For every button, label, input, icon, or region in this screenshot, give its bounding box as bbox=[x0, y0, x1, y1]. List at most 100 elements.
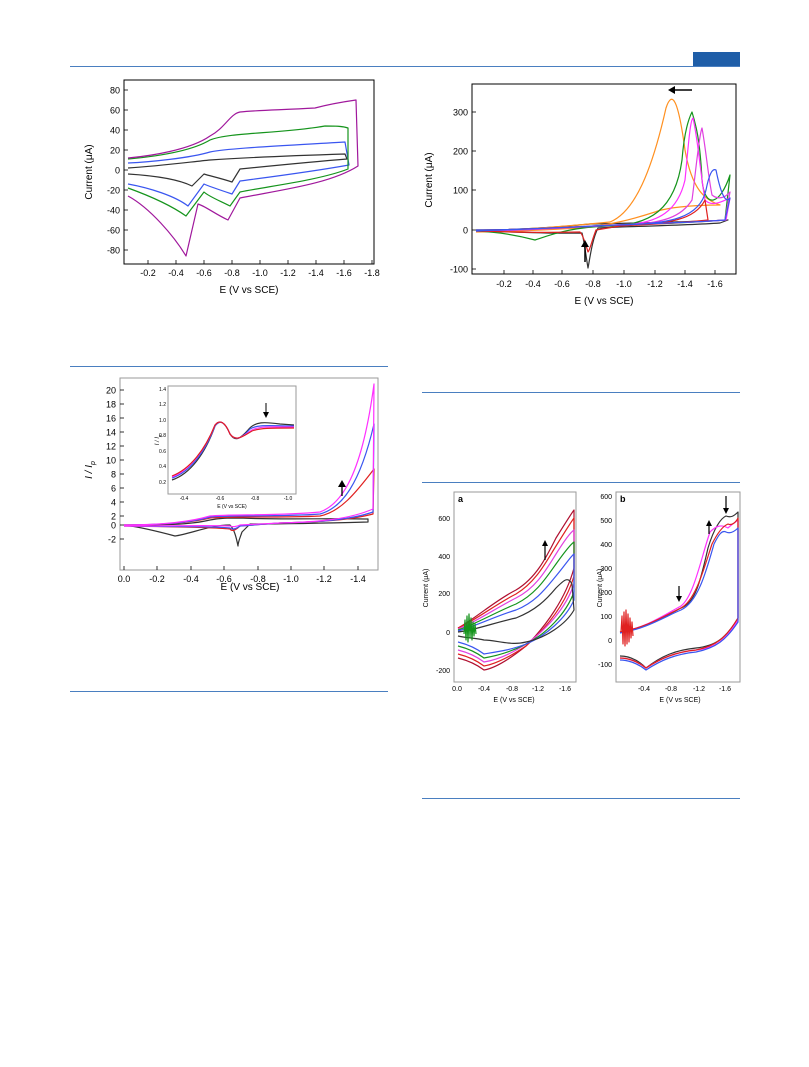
fig3-ytick: 14 bbox=[106, 428, 116, 438]
fig4a-ytick: 0 bbox=[446, 630, 450, 637]
fig3-inset-xtick: -0.4 bbox=[180, 496, 189, 502]
fig3-ytick: -2 bbox=[108, 535, 116, 545]
fig3-ytick: 2 bbox=[111, 512, 116, 522]
fig3-ytick: 10 bbox=[106, 456, 116, 466]
header-tab bbox=[693, 52, 740, 66]
fig4a-y-axis-label: Current (μA) bbox=[423, 569, 430, 608]
fig4b-arrow-down-icon-right bbox=[723, 496, 729, 514]
fig2-curve-black bbox=[475, 219, 729, 269]
fig2-curves bbox=[475, 98, 731, 269]
fig4b-ytick: 500 bbox=[600, 518, 612, 525]
fig4b-xtick: -0.8 bbox=[665, 686, 677, 693]
fig1-xtick: -1.4 bbox=[308, 268, 324, 278]
fig3-ytick: 12 bbox=[106, 442, 116, 452]
fig4a-curve-green bbox=[457, 541, 575, 659]
fig4a-ytick: 200 bbox=[438, 591, 450, 598]
fig2-ytick: 100 bbox=[453, 186, 468, 196]
fig1-xtick: -1.6 bbox=[336, 268, 352, 278]
fig4a-panel-letter: a bbox=[458, 494, 464, 504]
fig1-curves bbox=[127, 99, 359, 257]
fig2-ytick: 300 bbox=[453, 108, 468, 118]
fig3-curves bbox=[123, 383, 375, 547]
fig4a-curve-red bbox=[457, 517, 575, 667]
fig4a-xtick: -1.2 bbox=[532, 686, 544, 693]
fig3-inset-xtick: -1.0 bbox=[284, 496, 293, 502]
fig3-inset-xtick: -0.6 bbox=[216, 496, 225, 502]
fig4a-curve-blue bbox=[457, 553, 575, 655]
separator-left-2 bbox=[70, 691, 388, 692]
fig3-arrow-up-icon bbox=[338, 480, 346, 496]
fig3-x-ticks: 0.0 -0.2 -0.4 -0.6 -0.8 -1.0 -1.2 -1.4 bbox=[118, 566, 366, 584]
fig3-inset-y-axis-label-main: I / I bbox=[155, 437, 161, 446]
fig3-inset-arrow-down-icon bbox=[263, 403, 269, 418]
fig2-curve-orange bbox=[475, 98, 721, 233]
fig2-curve-blue bbox=[475, 169, 731, 232]
fig4a-noise-green bbox=[463, 613, 477, 643]
fig3-ytick: 18 bbox=[106, 400, 116, 410]
fig1-curve-purple bbox=[127, 99, 359, 257]
fig2-ytick: 200 bbox=[453, 147, 468, 157]
fig3-curve-black bbox=[123, 517, 369, 547]
fig3-inset-ytick: 0.2 bbox=[159, 480, 166, 486]
fig3-ytick: 6 bbox=[111, 484, 116, 494]
fig1-ytick: 0 bbox=[115, 166, 120, 176]
fig4a-xtick: -0.4 bbox=[478, 686, 490, 693]
fig3-curve-red bbox=[123, 468, 375, 532]
fig1-x-ticks: -0.2 -0.4 -0.6 -0.8 -1.0 -1.2 -1.4 -1.6 … bbox=[140, 260, 380, 278]
fig3-inset-x-axis-label: E (V vs SCE) bbox=[217, 504, 247, 510]
fig4b-curve-blue bbox=[619, 527, 739, 671]
separator-right-2 bbox=[422, 482, 740, 483]
fig4b-xtick: -1.6 bbox=[719, 686, 731, 693]
fig4b-ytick: 200 bbox=[600, 590, 612, 597]
figure-2-cyclic-voltammogram: 300 200 100 0 -100 -0.2 -0.4 -0.6 -0.8 -… bbox=[424, 83, 737, 307]
fig3-xtick: -0.8 bbox=[250, 574, 266, 584]
fig1-x-axis-label: E (V vs SCE) bbox=[220, 285, 279, 296]
fig4b-curve-red bbox=[619, 517, 739, 669]
fig4b-xtick: -1.2 bbox=[693, 686, 705, 693]
fig3-xtick: -0.6 bbox=[216, 574, 232, 584]
fig3-inset-y-axis-label: I / Ip bbox=[155, 434, 162, 445]
fig3-inset-ytick: 1.2 bbox=[159, 402, 166, 408]
fig4b-ytick: -100 bbox=[598, 662, 612, 669]
fig1-y-ticks: 80 60 40 20 0 -20 -40 -60 -80 bbox=[107, 86, 128, 256]
fig4a-curve-darkred bbox=[457, 509, 575, 671]
fig2-xtick: -1.2 bbox=[647, 279, 663, 289]
fig1-xtick: -1.2 bbox=[280, 268, 296, 278]
fig1-curve-blue bbox=[127, 141, 350, 207]
fig2-ytick: -100 bbox=[450, 265, 468, 275]
fig2-ytick: 0 bbox=[463, 226, 468, 236]
fig3-inset-ytick: 1.0 bbox=[159, 418, 166, 424]
fig4b-ytick: 600 bbox=[600, 494, 612, 501]
fig2-xtick: -1.0 bbox=[616, 279, 632, 289]
fig3-inset: I / Ip 1.4 1.2 1.0 0.8 0.6 0.4 0.2 -0.4 … bbox=[155, 385, 297, 510]
figure-3-normalized-voltammogram: 20 18 16 14 12 10 8 6 4 2 0 -2 0.0 -0.2 … bbox=[84, 377, 379, 593]
fig1-y-axis-label: Current (μA) bbox=[84, 144, 95, 199]
fig4a-curve-pink bbox=[457, 529, 575, 663]
fig1-plot-frame bbox=[123, 79, 375, 265]
fig4-panel-b: b 600 500 400 300 200 100 0 -100 -0.4 -0… bbox=[597, 491, 741, 704]
fig3-x-axis-label: E (V vs SCE) bbox=[221, 582, 280, 593]
fig2-xtick: -1.6 bbox=[707, 279, 723, 289]
fig2-xtick: -0.8 bbox=[585, 279, 601, 289]
fig4-panel-a: a 600 400 200 0 -200 0.0 -0.4 -0.8 -1.2 … bbox=[423, 491, 577, 704]
fig2-xtick: -0.2 bbox=[496, 279, 512, 289]
fig3-y-axis-label-main: I / I bbox=[84, 465, 95, 479]
fig2-arrow-left-icon bbox=[668, 86, 692, 94]
fig4a-curve-black bbox=[457, 579, 575, 644]
fig1-ytick: -20 bbox=[107, 186, 120, 196]
fig1-xtick: -0.6 bbox=[196, 268, 212, 278]
fig3-inset-ytick: 0.6 bbox=[159, 449, 166, 455]
fig2-x-axis-label: E (V vs SCE) bbox=[575, 296, 634, 307]
fig4b-x-axis-label: E (V vs SCE) bbox=[659, 697, 700, 704]
fig4a-xtick: -0.8 bbox=[506, 686, 518, 693]
fig3-xtick: -0.2 bbox=[149, 574, 165, 584]
fig4b-ytick: 400 bbox=[600, 542, 612, 549]
figure-4-two-panel-voltammogram: a 600 400 200 0 -200 0.0 -0.4 -0.8 -1.2 … bbox=[423, 491, 741, 704]
separator-left-1 bbox=[70, 366, 388, 367]
fig3-xtick: -1.2 bbox=[316, 574, 332, 584]
fig1-ytick: 40 bbox=[110, 126, 120, 136]
fig3-xtick: -0.4 bbox=[183, 574, 199, 584]
fig4b-y-axis-label: Current (μA) bbox=[597, 569, 604, 608]
fig2-curve-pink bbox=[475, 127, 731, 232]
fig4b-xtick: -0.4 bbox=[638, 686, 650, 693]
